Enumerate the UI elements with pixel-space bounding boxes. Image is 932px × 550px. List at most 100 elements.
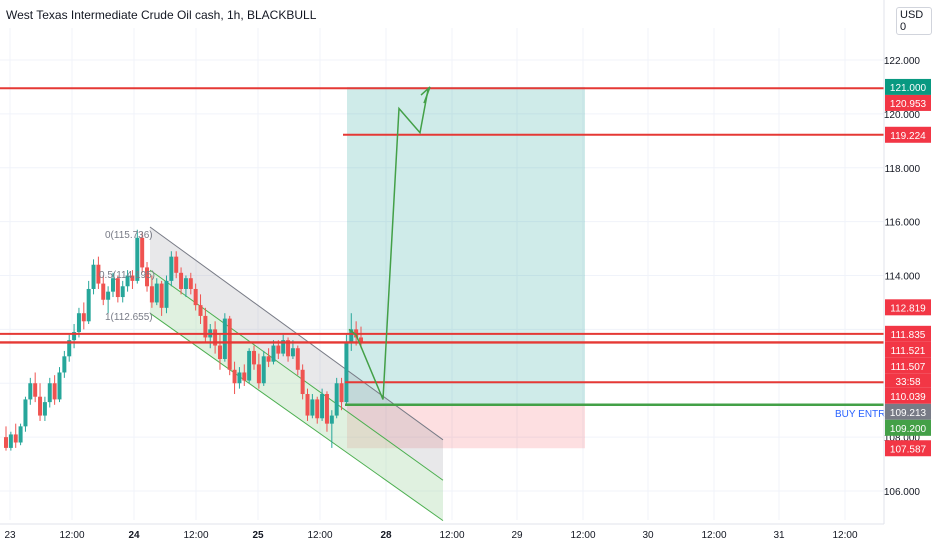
price-badge bbox=[885, 126, 931, 143]
price-badge bbox=[885, 325, 931, 342]
candle-body bbox=[334, 383, 339, 416]
currency-suffix: 0 bbox=[900, 21, 907, 33]
candle-body bbox=[115, 278, 120, 298]
y-tick-label: 108.000 bbox=[884, 433, 921, 444]
x-tick-label: 24 bbox=[128, 530, 140, 541]
candle-body bbox=[247, 350, 252, 381]
candle-body bbox=[76, 313, 81, 333]
candle-body bbox=[193, 288, 198, 306]
price-badge-label: 111.521 bbox=[891, 346, 926, 357]
projection-path bbox=[348, 89, 429, 400]
candle-body bbox=[81, 313, 86, 322]
price-badge bbox=[885, 357, 931, 374]
candle-body bbox=[237, 372, 242, 384]
candle-body bbox=[149, 286, 154, 303]
candle-body bbox=[271, 345, 276, 362]
candle-body bbox=[344, 342, 349, 403]
candle-body bbox=[281, 340, 286, 354]
price-badge bbox=[885, 419, 931, 436]
candle-body bbox=[154, 283, 159, 303]
price-badge-label: 111.507 bbox=[891, 362, 926, 373]
buy-entry-label: BUY ENTRY bbox=[835, 409, 892, 420]
y-tick-label: 116.000 bbox=[885, 218, 921, 229]
candle-body bbox=[290, 348, 295, 357]
candle-body bbox=[140, 237, 145, 268]
price-badge-label: 109.213 bbox=[890, 408, 927, 419]
x-tick-label: 12:00 bbox=[307, 530, 332, 541]
price-badge-label: 109.200 bbox=[890, 424, 927, 435]
price-badge-label: 110.039 bbox=[890, 392, 926, 403]
price-badge bbox=[885, 440, 931, 457]
price-badge-label: 112.819 bbox=[890, 303, 926, 314]
candle-body bbox=[120, 286, 125, 298]
fib-label-1: 1(112.655) bbox=[105, 312, 153, 323]
price-badge-label: 111.835 bbox=[891, 330, 926, 341]
chart-title: West Texas Intermediate Crude Oil cash, … bbox=[6, 8, 317, 22]
candle-body bbox=[198, 305, 203, 316]
candle-body bbox=[315, 399, 320, 419]
x-tick-label: 12:00 bbox=[183, 530, 208, 541]
price-badge-label: 119.224 bbox=[890, 131, 926, 142]
price-badge bbox=[885, 403, 931, 420]
candle-body bbox=[18, 426, 23, 443]
candle-body bbox=[324, 394, 329, 424]
currency-label: USD bbox=[900, 9, 924, 21]
candle-body bbox=[8, 434, 13, 448]
price-badge bbox=[885, 387, 931, 404]
candle-body bbox=[145, 267, 150, 287]
candle-body bbox=[169, 256, 174, 281]
candle-body bbox=[33, 383, 38, 397]
price-badge bbox=[885, 341, 931, 358]
candle-body bbox=[276, 345, 281, 354]
countdown-label: 33:58 bbox=[895, 377, 920, 388]
fib-label-0: 0(115.736) bbox=[105, 230, 153, 241]
x-tick-label: 12:00 bbox=[570, 530, 595, 541]
candle-body bbox=[38, 396, 43, 416]
candle-body bbox=[23, 399, 28, 427]
candle-body bbox=[300, 369, 305, 395]
price-badge bbox=[885, 94, 931, 111]
candle-body bbox=[125, 275, 130, 287]
candle-body bbox=[227, 318, 232, 370]
x-tick-label: 30 bbox=[642, 530, 654, 541]
candle-body bbox=[329, 415, 334, 424]
candle-body bbox=[13, 434, 18, 443]
x-tick-label: 25 bbox=[252, 530, 264, 541]
candle-body bbox=[62, 356, 67, 373]
candle-body bbox=[47, 383, 52, 403]
candle-body bbox=[305, 394, 310, 416]
candle-body bbox=[295, 348, 300, 370]
x-tick-label: 29 bbox=[511, 530, 523, 541]
loss-zone bbox=[347, 404, 585, 449]
candle-body bbox=[72, 332, 77, 341]
candle-body bbox=[4, 437, 8, 448]
candle-body bbox=[339, 383, 344, 403]
countdown-badge bbox=[885, 373, 931, 388]
candle-body bbox=[232, 369, 237, 384]
channel-middle-line bbox=[149, 269, 444, 481]
candle-body bbox=[42, 402, 47, 416]
candle-body bbox=[52, 383, 57, 400]
y-tick-label: 118.000 bbox=[885, 164, 921, 175]
candle-body bbox=[130, 275, 135, 281]
x-tick-label: 28 bbox=[380, 530, 392, 541]
candle-body bbox=[256, 364, 261, 384]
candle-body bbox=[179, 272, 184, 289]
candle-body bbox=[213, 329, 218, 346]
price-badge bbox=[885, 299, 931, 316]
projection-arrowhead bbox=[420, 86, 431, 104]
candle-body bbox=[57, 372, 62, 400]
candle-body bbox=[101, 283, 106, 300]
candle-body bbox=[310, 399, 315, 416]
price-badge bbox=[885, 78, 931, 95]
price-badge-label: 120.953 bbox=[890, 99, 927, 110]
candle-body bbox=[349, 329, 354, 343]
candle-body bbox=[159, 283, 164, 308]
candle-body bbox=[106, 291, 111, 300]
y-tick-label: 122.000 bbox=[884, 56, 921, 67]
candle-body bbox=[359, 337, 363, 343]
candle-body bbox=[96, 264, 101, 284]
fib-label-0-5: 0.5(114.195) bbox=[99, 270, 155, 281]
candle-body bbox=[222, 318, 227, 360]
